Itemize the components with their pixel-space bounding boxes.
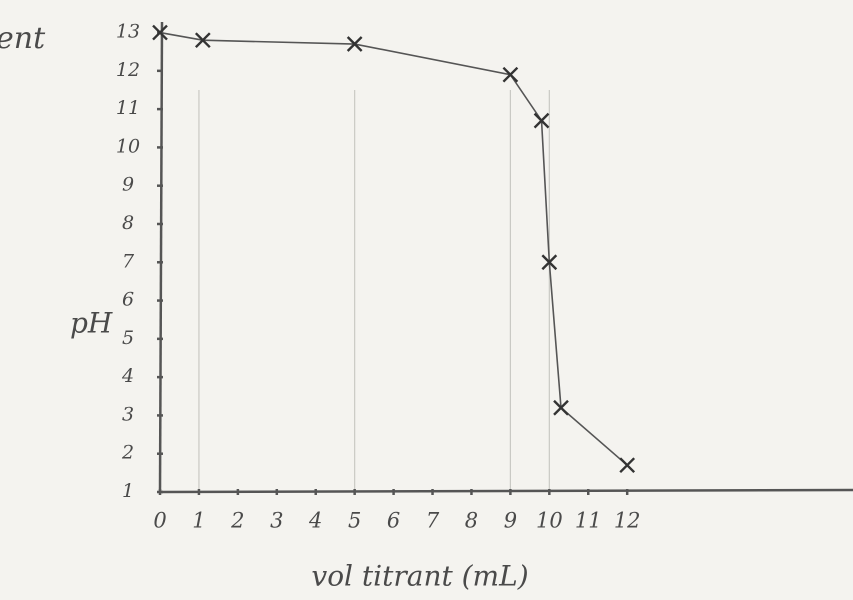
x-tick-label: 1 (192, 509, 205, 533)
x-tick-label: 10 (536, 509, 563, 533)
x-tick-label: 2 (230, 509, 244, 533)
chart-title: ent (0, 21, 46, 56)
x-tick-label: 7 (426, 509, 440, 533)
x-tick-label: 8 (465, 509, 478, 533)
y-tick-label: 12 (116, 59, 140, 81)
y-axis (160, 22, 162, 492)
y-tick-label: 10 (116, 135, 140, 157)
x-tick-label: 4 (308, 509, 322, 533)
x-tick-label: 5 (348, 509, 361, 533)
x-tick-label: 3 (270, 509, 283, 533)
y-tick-label: 5 (122, 327, 134, 349)
x-tick-label: 9 (504, 509, 517, 533)
y-tick-label: 3 (122, 403, 134, 425)
page: {"chart_data": {"type": "line", "title":… (0, 0, 853, 600)
data-point (620, 458, 634, 472)
titration-curve (160, 33, 627, 466)
x-axis (160, 490, 853, 492)
x-axis-label: vol titrant (mL) (311, 560, 528, 593)
y-tick-label: 7 (122, 250, 135, 272)
x-tick-label: 6 (387, 509, 400, 533)
y-tick-label: 2 (121, 442, 134, 464)
y-tick-label: 8 (122, 212, 134, 234)
data-point (153, 26, 167, 40)
data-point (503, 68, 517, 82)
y-tick-label: 6 (122, 289, 134, 311)
x-tick-label: 0 (153, 509, 166, 533)
x-tick-label: 12 (614, 509, 641, 533)
y-tick-label: 4 (121, 365, 134, 387)
y-tick-label: 1 (122, 480, 134, 502)
x-tick-label: 11 (575, 509, 602, 533)
y-axis-label: pH (70, 307, 113, 340)
y-tick-label: 9 (122, 174, 134, 196)
chart: ent pH vol titrant (mL) 1234567891011121… (0, 0, 853, 600)
y-tick-label: 13 (116, 21, 140, 43)
y-tick-label: 11 (116, 97, 140, 119)
